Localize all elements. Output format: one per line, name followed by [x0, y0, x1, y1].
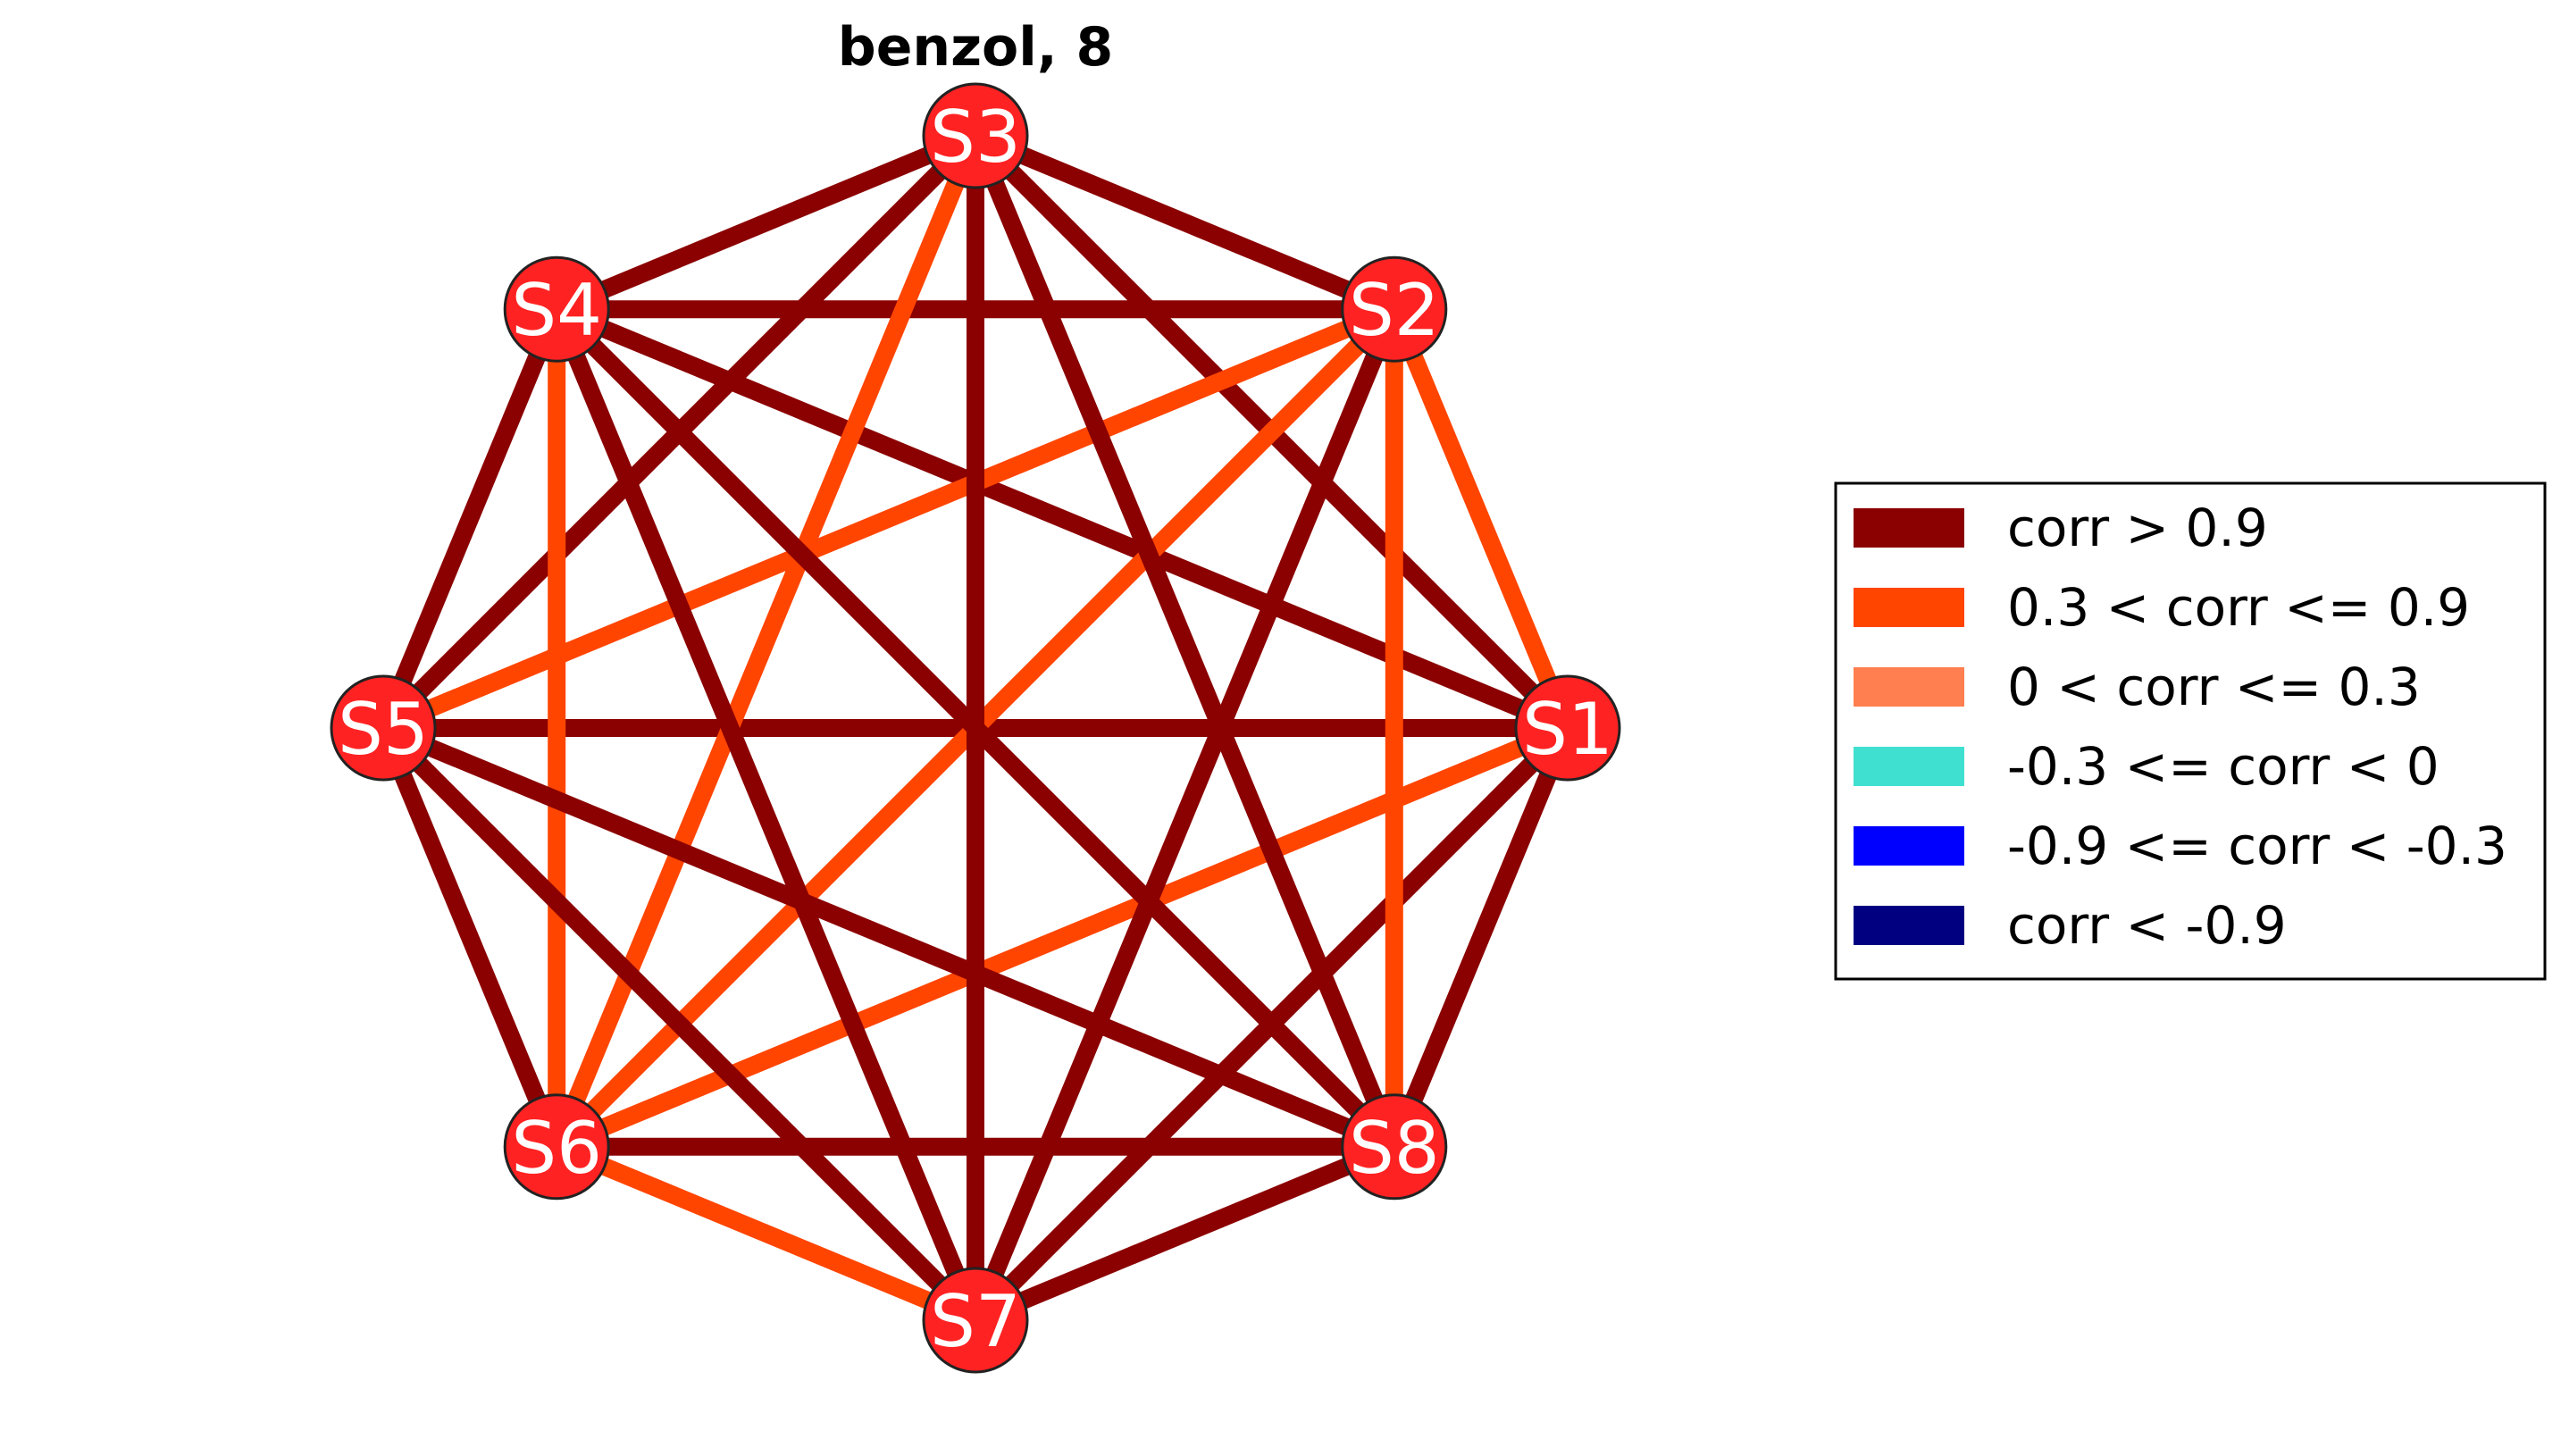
legend-swatch — [1854, 508, 1964, 548]
legend-entry: 0 < corr <= 0.3 — [1854, 657, 2421, 717]
node-label: S8 — [1349, 1107, 1440, 1190]
nodes-layer: S1 S2 S3 S4 S5 S6 S7 S8 — [330, 82, 1621, 1374]
edge-s1-s2 — [1385, 305, 1577, 732]
legend: corr > 0.9 0.3 < corr <= 0.9 0 < corr <= 0… — [1834, 481, 2547, 981]
edge-s2-s3 — [972, 127, 1398, 318]
legend-label: corr > 0.9 — [2007, 498, 2268, 558]
legend-swatch — [1854, 667, 1964, 707]
edge-s5-s8 — [380, 719, 1398, 1156]
node-label: S3 — [930, 96, 1021, 179]
node-s3: S3 — [922, 82, 1029, 189]
legend-swatch — [1854, 826, 1964, 866]
node-circle — [1341, 1093, 1448, 1201]
legend-label: 0 < corr <= 0.3 — [2007, 657, 2421, 717]
legend-swatch — [1854, 588, 1964, 627]
legend-items: corr > 0.9 0.3 < corr <= 0.9 0 < corr <= 0… — [1854, 498, 2507, 956]
node-s2: S2 — [1341, 255, 1448, 363]
edge-s1-s8 — [1385, 724, 1577, 1151]
node-s4: S4 — [503, 255, 610, 363]
legend-entry: -0.9 <= corr < -0.3 — [1854, 816, 2507, 876]
node-label: S4 — [511, 269, 602, 352]
edge-s4-s5 — [374, 305, 565, 732]
edge-s3-s8 — [967, 132, 1403, 1151]
legend-label: -0.9 <= corr < -0.3 — [2007, 816, 2507, 876]
figure-title: benzol, 8 — [838, 16, 1114, 79]
node-label: S1 — [1522, 688, 1613, 771]
node-circle — [503, 255, 610, 363]
legend-entry: 0.3 < corr <= 0.9 — [1854, 577, 2470, 638]
edge-s6-s7 — [553, 1138, 979, 1329]
node-label: S6 — [511, 1107, 602, 1190]
node-circle — [922, 1267, 1029, 1374]
legend-entry: corr > 0.9 — [1854, 498, 2268, 558]
node-circle — [1514, 674, 1621, 782]
node-s7: S7 — [922, 1267, 1029, 1374]
edge-s5-s7 — [376, 721, 983, 1327]
node-circle — [330, 674, 437, 782]
node-circle — [503, 1093, 610, 1201]
legend-entry: corr < -0.9 — [1854, 895, 2287, 956]
node-circle — [922, 82, 1029, 189]
legend-swatch — [1854, 747, 1964, 786]
edge-s4-s8 — [550, 303, 1401, 1153]
legend-frame — [1834, 481, 2547, 981]
edge-s7-s8 — [972, 1138, 1398, 1329]
edge-s3-s4 — [553, 127, 979, 318]
node-s6: S6 — [503, 1093, 610, 1201]
legend-label: -0.3 <= corr < 0 — [2007, 736, 2440, 797]
node-s1: S1 — [1514, 674, 1621, 782]
node-s5: S5 — [330, 674, 437, 782]
node-label: S7 — [930, 1280, 1021, 1363]
legend-label: corr < -0.9 — [2007, 895, 2287, 956]
edges-layer — [374, 127, 1577, 1329]
node-s8: S8 — [1341, 1093, 1448, 1201]
node-circle — [1341, 255, 1448, 363]
legend-label: 0.3 < corr <= 0.9 — [2007, 577, 2470, 638]
edge-s5-s6 — [374, 724, 565, 1151]
legend-swatch — [1854, 906, 1964, 945]
legend-entry: -0.3 <= corr < 0 — [1854, 736, 2440, 797]
node-label: S2 — [1349, 269, 1440, 352]
node-label: S5 — [338, 688, 429, 771]
